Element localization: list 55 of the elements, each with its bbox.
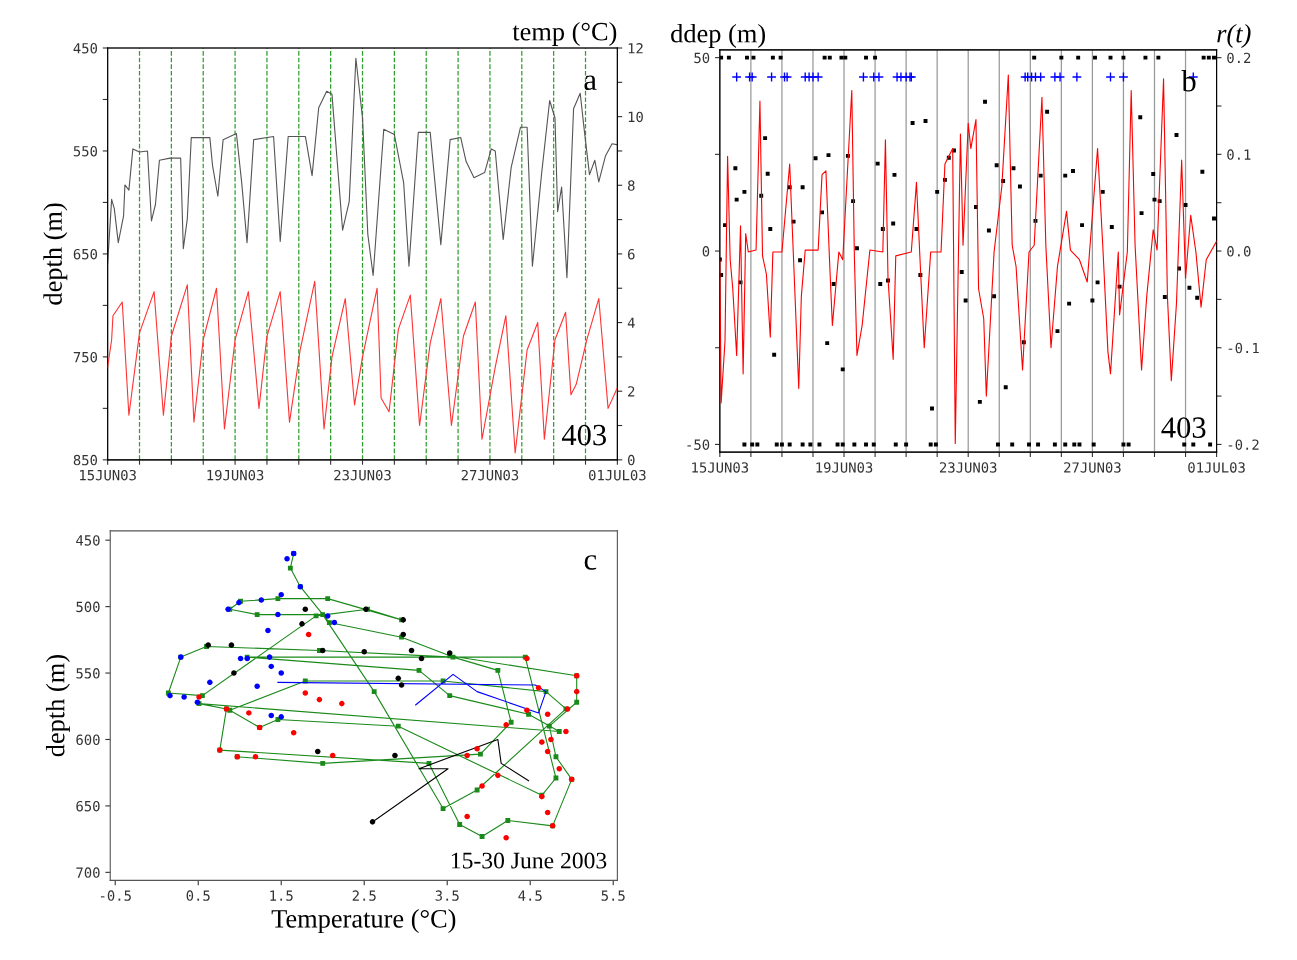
- y2-tick-label: 10: [628, 111, 643, 123]
- x-tick-label: 2.5: [352, 890, 376, 901]
- annotation: b: [1181, 70, 1196, 92]
- y-tick-label: 500: [76, 601, 100, 613]
- annotation: 15-30 June 2003: [451, 852, 607, 869]
- y-tick-label: 450: [76, 535, 100, 546]
- y2-tick-label: 0: [628, 454, 635, 466]
- y2-tick-label: 0.0: [1227, 246, 1251, 257]
- x-tick-label: 1.5: [270, 890, 293, 901]
- x-tick-label: 01JUL03: [589, 469, 646, 481]
- x-axis-title: Temperature (°C): [271, 909, 456, 934]
- x-tick-label: 23JUN03: [939, 462, 997, 473]
- y-axis-title: depth (m): [45, 655, 70, 757]
- x-tick-label: -0.5: [100, 890, 131, 901]
- y2-tick-label: -0.1: [1228, 342, 1259, 354]
- y-tick-label: 750: [73, 351, 98, 363]
- x-tick-label: 15JUN03: [80, 469, 136, 481]
- y2-tick-label: 2: [628, 386, 635, 397]
- annotation: 403: [1161, 417, 1206, 438]
- x-tick-label: 5.5: [601, 890, 625, 901]
- x-tick-label: 19JUN03: [816, 462, 873, 473]
- y2-tick-label: 12: [628, 43, 643, 54]
- y-tick-label: 650: [73, 248, 98, 260]
- y-tick-label: 600: [76, 734, 100, 745]
- y2-tick-label: 0.2: [1227, 52, 1251, 64]
- annotation: c: [584, 555, 597, 570]
- y-axis-title: ddep (m): [671, 23, 765, 48]
- x-tick-label: 15JUN03: [692, 462, 749, 473]
- x-tick-label: 0.5: [186, 890, 210, 901]
- y-tick-label: -50: [687, 439, 710, 450]
- y2-tick-label: 6: [628, 248, 635, 260]
- y2-axis-title: temp (°C): [512, 22, 617, 46]
- y2-tick-label: 0.1: [1227, 149, 1251, 160]
- y-tick-label: 0: [702, 246, 710, 257]
- y-tick-label: 550: [73, 145, 98, 157]
- y-tick-label: 850: [73, 454, 98, 466]
- x-tick-label: 27JUN03: [461, 469, 519, 481]
- annotation: a: [584, 75, 597, 91]
- annotation: 403: [561, 424, 606, 446]
- y-tick-label: 650: [76, 800, 100, 812]
- y2-tick-label: -0.2: [1228, 439, 1259, 450]
- x-tick-label: 01JUL03: [1188, 462, 1245, 473]
- y-axis-title: depth (m): [43, 203, 68, 305]
- x-tick-label: 19JUN03: [207, 469, 264, 481]
- x-tick-label: 3.5: [435, 890, 459, 901]
- x-tick-label: 27JUN03: [1064, 462, 1121, 473]
- y-tick-label: 450: [73, 43, 98, 54]
- x-tick-label: 4.5: [518, 890, 542, 901]
- x-tick-label: 23JUN03: [334, 469, 391, 481]
- y2-tick-label: 8: [627, 180, 635, 191]
- y2-axis-title: r(t): [1217, 23, 1251, 48]
- y-tick-label: 700: [76, 867, 100, 878]
- y-tick-label: 550: [76, 668, 100, 679]
- y2-tick-label: 4: [627, 317, 635, 328]
- y-tick-label: 50: [694, 52, 710, 64]
